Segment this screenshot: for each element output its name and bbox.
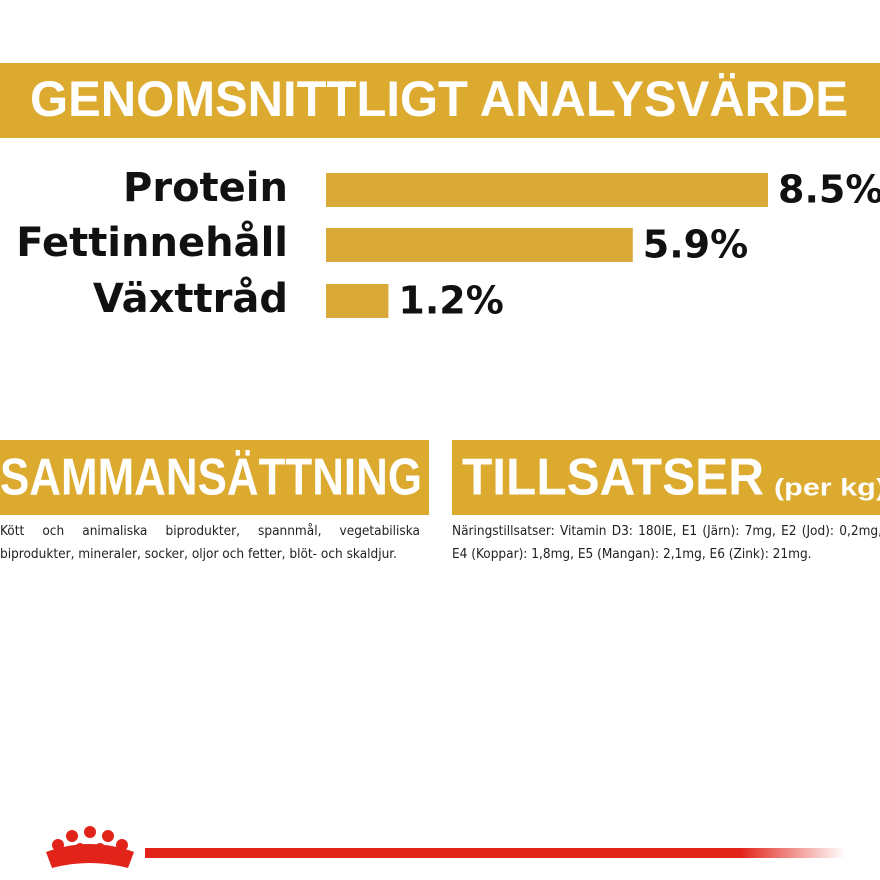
value-label: 1.2% xyxy=(398,279,503,323)
category-label: Fettinnehåll xyxy=(16,219,288,266)
bar xyxy=(326,173,768,207)
section-title: TILLSATSER xyxy=(462,449,764,507)
title-banner xyxy=(0,63,880,138)
bar xyxy=(326,228,633,262)
section-banner xyxy=(452,440,880,515)
section-subtitle: (per kg) xyxy=(774,474,880,501)
category-label: Växttråd xyxy=(93,275,288,322)
value-label: 5.9% xyxy=(643,223,748,267)
value-label: 8.5% xyxy=(778,168,880,212)
chart-title: GENOMSNITTLIGT ANALYSVÄRDE xyxy=(30,71,848,127)
bar xyxy=(326,284,389,318)
category-label: Protein xyxy=(123,165,288,211)
logo xyxy=(46,826,134,868)
section-text: Kött och animaliska biprodukter, spannmå… xyxy=(0,523,420,562)
section-title: SAMMANSÄTTNING xyxy=(0,449,422,507)
section-banner xyxy=(0,440,429,515)
section-text: Näringstillsatser: Vitamin D3: 180IE, E1… xyxy=(452,523,880,562)
footer-line xyxy=(145,848,845,858)
